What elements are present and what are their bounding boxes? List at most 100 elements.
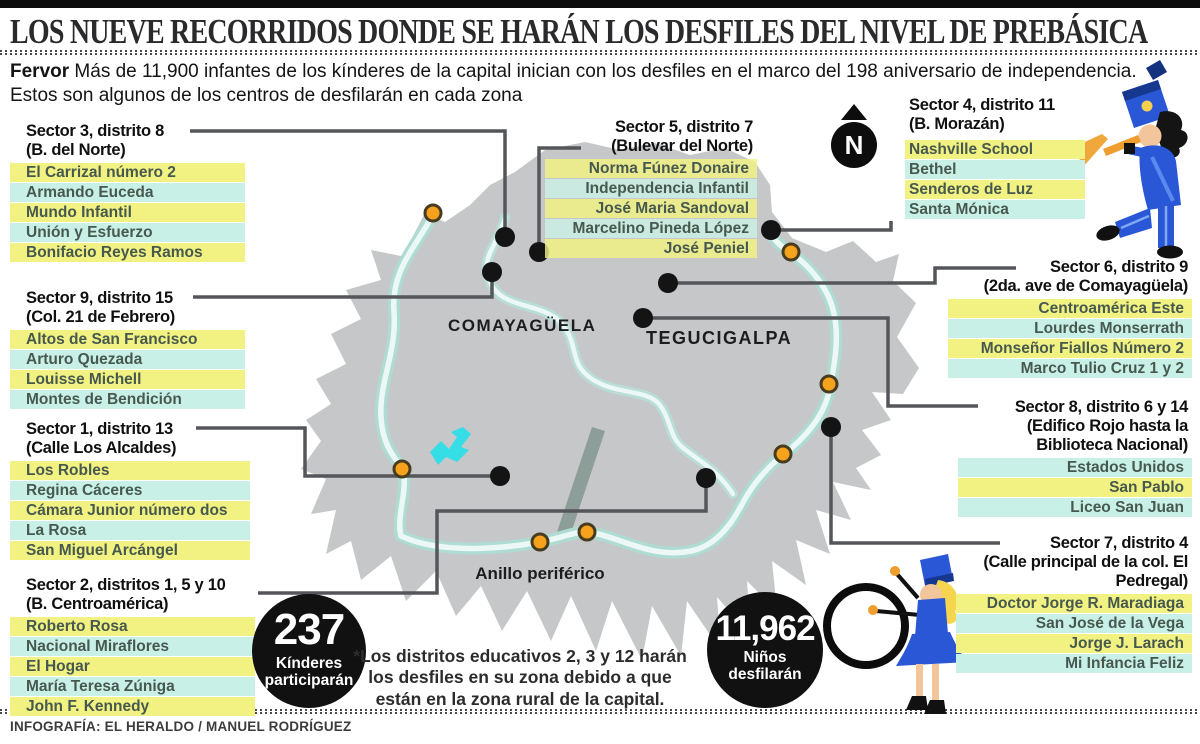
school-item: Armando Euceda xyxy=(10,183,245,202)
sector-title: Sector 2, distritos 1, 5 y 10 xyxy=(26,576,226,594)
school-item: El Carrizal número 2 xyxy=(10,163,245,182)
school-item: Bethel xyxy=(905,160,1085,179)
school-item: Mi Infancia Feliz xyxy=(956,654,1192,673)
connector-sector-4 xyxy=(771,221,893,232)
ring-road-marker xyxy=(423,203,443,223)
connector-sector-8 xyxy=(643,316,978,408)
school-item: San José de la Vega xyxy=(956,614,1192,633)
intro-kicker: Fervor xyxy=(10,61,70,82)
school-item: Monseñor Fiallos Número 2 xyxy=(948,339,1192,358)
sector-subtitle: (B. del Norte) xyxy=(26,141,126,159)
sector-6-block: Sector 6, distrito 9 (2da. ave de Comaya… xyxy=(948,258,1192,379)
school-list: Estados Unidos San Pablo Liceo San Juan xyxy=(958,458,1192,517)
connector-sector-7 xyxy=(829,427,1000,545)
ring-road-marker xyxy=(577,522,597,542)
school-item: Norma Fúnez Donaire xyxy=(545,159,757,178)
sector-5-block: Sector 5, distrito 7 (Bulevar del Norte)… xyxy=(545,118,757,259)
school-item: Jorge J. Larach xyxy=(956,634,1192,653)
school-list: Los Robles Regina Cáceres Cámara Junior … xyxy=(10,461,250,560)
sector-title: Sector 4, distrito 11 xyxy=(909,96,1055,114)
sector-subtitle: (Col. 21 de Febrero) xyxy=(26,308,175,326)
sector-7-block: Sector 7, distrito 4 (Calle principal de… xyxy=(956,534,1192,674)
sector-1-block: Sector 1, distrito 13 (Calle Los Alcalde… xyxy=(10,420,250,561)
school-list: Roberto Rosa Nacional Miraflores El Hoga… xyxy=(10,617,255,716)
school-item: San Miguel Arcángel xyxy=(10,541,250,560)
map-point xyxy=(696,468,716,488)
connector-sector-2 xyxy=(258,478,708,595)
school-item: Nashville School xyxy=(905,140,1085,159)
stat-label: Niños desfilarán xyxy=(728,649,802,684)
sector-subtitle: (Calle principal de la col. El Pedregal) xyxy=(983,553,1188,590)
map-point xyxy=(482,262,502,282)
school-list: El Carrizal número 2 Armando Euceda Mund… xyxy=(10,163,245,262)
school-item: Estados Unidos xyxy=(958,458,1192,477)
school-item: Doctor Jorge R. Maradiaga xyxy=(956,594,1192,613)
school-item: Senderos de Luz xyxy=(905,180,1085,199)
map-point xyxy=(633,308,653,328)
stat-value: 237 xyxy=(273,605,345,654)
sector-3-block: Sector 3, distrito 8 (B. del Norte) El C… xyxy=(10,122,245,263)
connector-sector-5 xyxy=(537,146,581,252)
stat-children-circle: 11,962 Niños desfilarán xyxy=(707,592,823,708)
school-item: María Teresa Zúniga xyxy=(10,677,255,696)
school-item: José Maria Sandoval xyxy=(545,199,757,218)
school-item: José Peniel xyxy=(545,239,757,258)
map-points xyxy=(482,220,841,488)
ring-road-marker xyxy=(392,459,412,479)
ring-road-label: Anillo periférico xyxy=(475,564,605,583)
sector-2-block: Sector 2, distritos 1, 5 y 10 (B. Centro… xyxy=(10,576,255,717)
dotted-divider-top xyxy=(0,50,1200,55)
sector-title: Sector 7, distrito 4 xyxy=(1050,534,1188,552)
map-point xyxy=(761,220,781,240)
sector-subtitle: (2da. ave de Comayagüela) xyxy=(983,277,1189,295)
school-list: Altos de San Francisco Arturo Quezada Lo… xyxy=(10,330,245,409)
sector-subtitle: (Calle Los Alcaldes) xyxy=(26,439,177,457)
school-item: Independencia Infantil xyxy=(545,179,757,198)
school-item: Centroamérica Este xyxy=(948,299,1192,318)
school-item: Mundo Infantil xyxy=(10,203,245,222)
airport-strip xyxy=(557,427,605,536)
school-item: Marco Tulio Cruz 1 y 2 xyxy=(948,359,1192,378)
map-point xyxy=(529,242,549,262)
school-item: Bonifacio Reyes Ramos xyxy=(10,243,245,262)
sector-title: Sector 3, distrito 8 xyxy=(26,122,164,140)
school-item: Lourdes Monserrath xyxy=(948,319,1192,338)
ring-road-marker xyxy=(781,242,801,262)
credit-line: INFOGRAFÍA: EL HERALDO / MANUEL RODRÍGUE… xyxy=(10,719,352,734)
sector-title: Sector 9, distrito 15 xyxy=(26,289,173,307)
sector-title: Sector 6, distrito 9 xyxy=(1050,258,1188,276)
top-bar xyxy=(0,0,1200,8)
sector-subtitle: (B. Centroamérica) xyxy=(26,595,169,613)
compass: N xyxy=(828,104,880,168)
school-list: Doctor Jorge R. Maradiaga San José de la… xyxy=(956,594,1192,673)
school-item: Marcelino Pineda López xyxy=(545,219,757,238)
city-label-comayaguela: COMAYAGÜELA xyxy=(448,316,597,335)
school-item: Santa Mónica xyxy=(905,200,1085,219)
sector-4-block: Sector 4, distrito 11 (B. Morazán) Nashv… xyxy=(905,96,1085,220)
sector-9-block: Sector 9, distrito 15 (Col. 21 de Febrer… xyxy=(10,289,245,410)
sector-title: Sector 1, distrito 13 xyxy=(26,420,173,438)
sector-8-block: Sector 8, distrito 6 y 14 (Edifico Rojo … xyxy=(958,398,1192,518)
map-point xyxy=(658,273,678,293)
school-item: Los Robles xyxy=(10,461,250,480)
trumpeter-illustration xyxy=(1076,60,1188,259)
ring-road-marker xyxy=(819,374,839,394)
lake xyxy=(430,427,471,465)
school-item: Nacional Miraflores xyxy=(10,637,255,656)
school-item: Arturo Quezada xyxy=(10,350,245,369)
map-point xyxy=(821,417,841,437)
school-item: Altos de San Francisco xyxy=(10,330,245,349)
map-point xyxy=(495,227,515,247)
school-item: El Hogar xyxy=(10,657,255,676)
map-point xyxy=(490,466,510,486)
sector-subtitle: (Bulevar del Norte) xyxy=(611,137,753,155)
school-item: San Pablo xyxy=(958,478,1192,497)
connector-sector-6 xyxy=(668,266,1016,285)
intro-text: Más de 11,900 infantes de los kínderes d… xyxy=(10,61,1137,106)
sector-title: Sector 5, distrito 7 xyxy=(615,118,753,136)
school-item: Unión y Esfuerzo xyxy=(10,223,245,242)
school-list: Nashville School Bethel Senderos de Luz … xyxy=(905,140,1085,219)
page-title: LOS NUEVE RECORRIDOS DONDE SE HARÁN LOS … xyxy=(10,12,1148,51)
